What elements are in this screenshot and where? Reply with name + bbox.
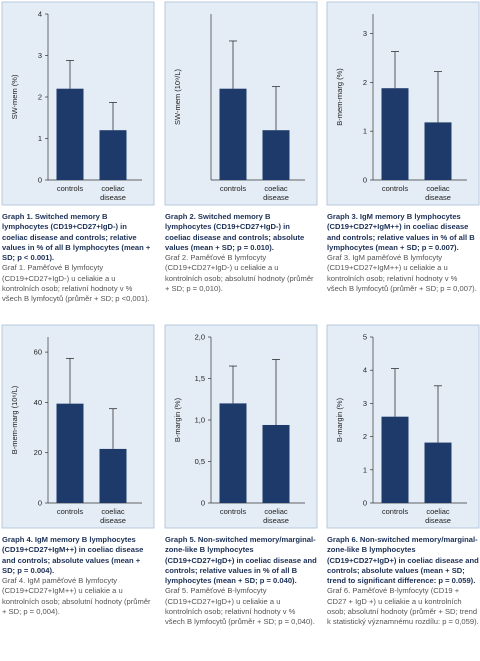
bar xyxy=(381,88,409,180)
y-tick-label: 4 xyxy=(363,366,367,375)
y-tick-label: 1 xyxy=(363,127,367,136)
y-axis-label: B-margin (%) xyxy=(173,397,182,442)
caption-en: Graph 5. Non-switched memory/marginal-zo… xyxy=(165,535,317,586)
y-tick-label: 2,0 xyxy=(195,333,205,342)
y-tick-label: 3 xyxy=(363,29,367,38)
x-tick-label: controls xyxy=(220,184,247,193)
y-tick-label: 1 xyxy=(363,465,367,474)
y-tick-label: 0 xyxy=(38,176,42,185)
caption-en: Graph 6. Non-switched memory/marginal-zo… xyxy=(327,535,479,586)
y-tick-label: 0 xyxy=(363,499,367,508)
caption: Graph 4. IgM memory B lymphocytes (CD19+… xyxy=(2,535,154,617)
y-tick-label: 0 xyxy=(363,176,367,185)
bar xyxy=(99,448,127,503)
caption: Graph 1. Switched memory B lymphocytes (… xyxy=(2,212,154,305)
x-tick-label: coeliac disease xyxy=(100,184,126,202)
y-tick-label: 2 xyxy=(363,432,367,441)
caption-en: Graph 2. Switched memory B lymphocytes (… xyxy=(165,212,305,252)
bar xyxy=(219,88,247,180)
y-axis-label: SW-mem (%) xyxy=(10,74,19,119)
caption-cz: Graf 6. Paměťové B-lymfocyty (CD19 + CD2… xyxy=(327,586,479,627)
y-tick-label: 5 xyxy=(363,333,367,342)
y-axis-label: B-mem-marg (%) xyxy=(335,68,344,126)
caption-en: Graph 1. Switched memory B lymphocytes (… xyxy=(2,212,151,263)
bar xyxy=(262,424,290,503)
y-tick-label: 0,5 xyxy=(195,457,205,466)
caption-cz: Graf 2. Paměťové B lymfocyty (CD19+CD27+… xyxy=(165,253,314,294)
caption-cz: Graf 3. IgM paměťové B lymfocyty (CD19+C… xyxy=(327,253,477,294)
y-tick-label: 4 xyxy=(38,10,42,19)
y-tick-label: 20 xyxy=(34,448,42,457)
caption-en: Graph 4. IgM memory B lymphocytes (CD19+… xyxy=(2,535,144,575)
y-axis-label: B-margin (%) xyxy=(335,397,344,442)
caption-cz: Graf 5. Paměťové B-lymfocyty (CD19+CD27+… xyxy=(165,586,315,627)
caption: Graph 2. Switched memory B lymphocytes (… xyxy=(165,212,317,294)
bar xyxy=(381,416,409,503)
y-tick-label: 1,0 xyxy=(195,416,205,425)
x-tick-label: controls xyxy=(220,507,247,516)
x-tick-label: coeliac disease xyxy=(425,184,451,202)
caption: Graph 6. Non-switched memory/marginal-zo… xyxy=(327,535,479,628)
y-tick-label: 0 xyxy=(201,499,205,508)
y-tick-label: 3 xyxy=(363,399,367,408)
x-tick-label: controls xyxy=(382,507,409,516)
x-tick-label: coeliac disease xyxy=(425,507,451,525)
y-axis-label: B-mem-marg (10⁶/L) xyxy=(10,385,19,454)
x-tick-label: controls xyxy=(57,507,84,516)
y-axis-label: SW-mem (10⁹/L) xyxy=(173,69,182,125)
y-tick-label: 40 xyxy=(34,398,42,407)
x-tick-label: coeliac disease xyxy=(263,184,289,202)
caption-cz: Graf 1. Paměťové B lymfocyty (CD19+CD27+… xyxy=(2,263,150,304)
y-tick-label: 3 xyxy=(38,51,42,60)
bar xyxy=(424,442,452,503)
x-tick-label: controls xyxy=(382,184,409,193)
caption-en: Graph 3. IgM memory B lymphocytes (CD19+… xyxy=(327,212,475,252)
caption: Graph 5. Non-switched memory/marginal-zo… xyxy=(165,535,317,628)
y-tick-label: 0 xyxy=(38,499,42,508)
y-tick-label: 2 xyxy=(363,78,367,87)
bar xyxy=(56,88,84,180)
x-tick-label: coeliac disease xyxy=(263,507,289,525)
bar xyxy=(56,403,84,503)
y-tick-label: 1 xyxy=(38,134,42,143)
x-tick-label: coeliac disease xyxy=(100,507,126,525)
bar xyxy=(219,403,247,503)
caption-cz: Graf 4. IgM paměťové B lymfocyty (CD19+C… xyxy=(2,576,151,617)
y-tick-label: 2 xyxy=(38,93,42,102)
y-tick-label: 1,5 xyxy=(195,374,205,383)
caption: Graph 3. IgM memory B lymphocytes (CD19+… xyxy=(327,212,479,294)
bar xyxy=(424,122,452,180)
bar xyxy=(99,130,127,180)
bar xyxy=(262,130,290,180)
x-tick-label: controls xyxy=(57,184,84,193)
y-tick-label: 60 xyxy=(34,348,42,357)
